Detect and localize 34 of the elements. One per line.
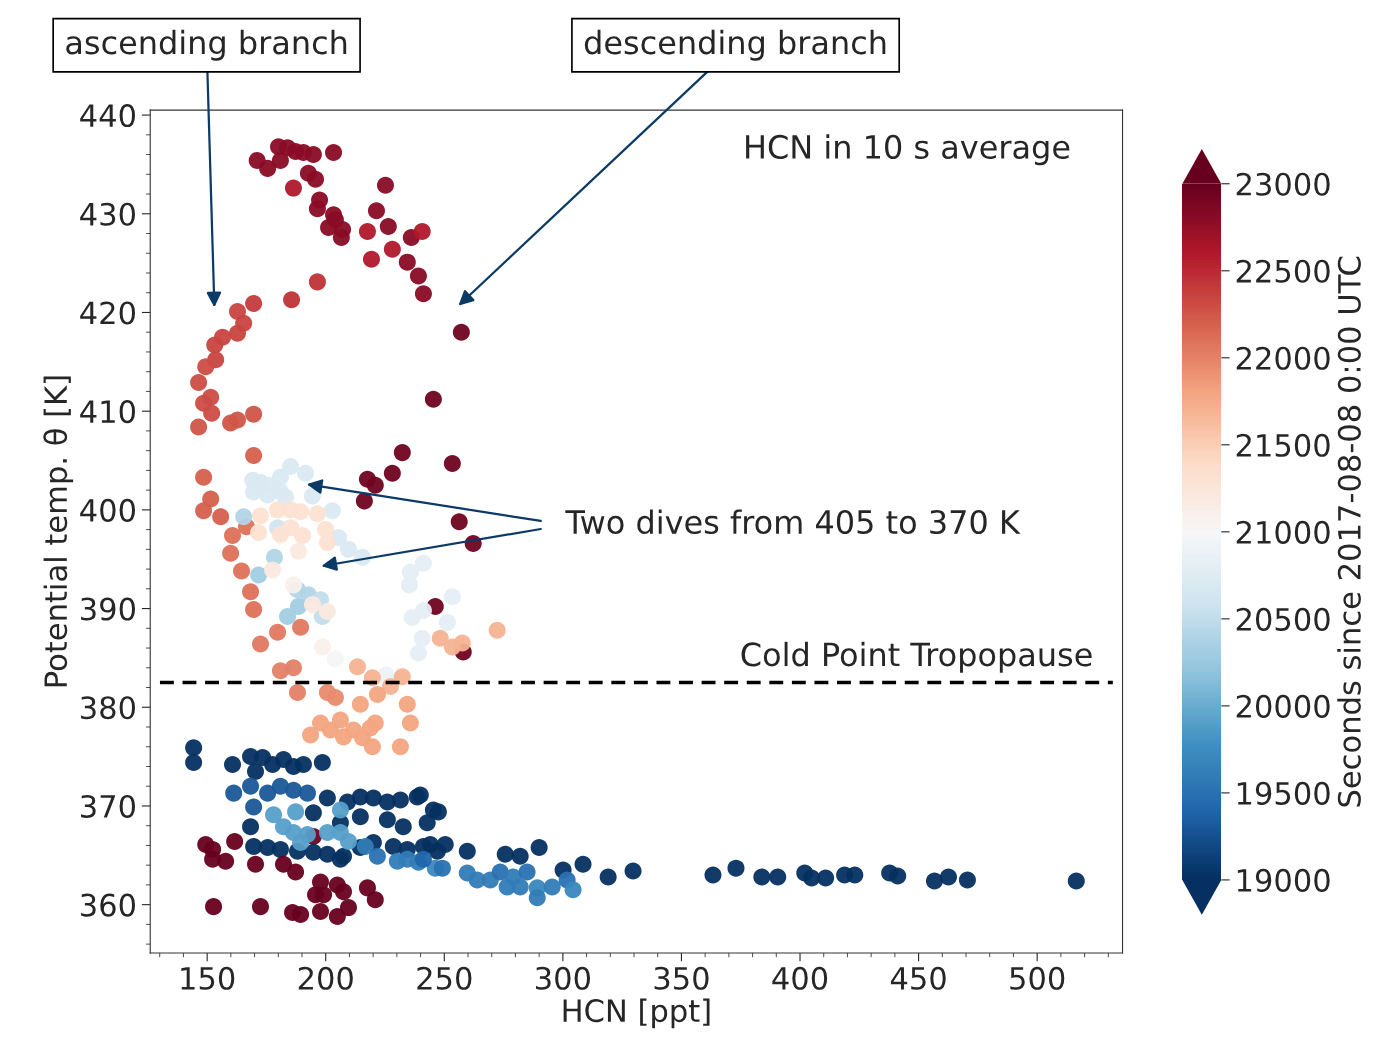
y-tick-label: 370 bbox=[81, 794, 135, 818]
x-tick-label: 200 bbox=[298, 966, 353, 990]
y-tick-label: 390 bbox=[81, 597, 135, 621]
text: descending branch bbox=[584, 29, 886, 61]
color-bar-label: 21500 bbox=[1236, 433, 1330, 457]
color-bar-label: 22000 bbox=[1236, 346, 1330, 370]
y-tick-label: 380 bbox=[81, 696, 135, 720]
x-tick-label: 400 bbox=[772, 966, 828, 990]
color-bar-label: 20500 bbox=[1236, 607, 1330, 631]
y-tick-label: 430 bbox=[80, 202, 135, 226]
color-bar-label: 23000 bbox=[1236, 172, 1330, 196]
y-tick-label: 410 bbox=[80, 400, 135, 424]
color-bar-label: 19500 bbox=[1237, 781, 1330, 805]
x-tick-label: 450 bbox=[890, 966, 946, 990]
color-bar-label: 19000 bbox=[1237, 868, 1330, 892]
x-tick-label: 250 bbox=[417, 966, 472, 990]
x-tick-label: 300 bbox=[536, 966, 590, 990]
color-bar-title: Seconds since 2017-08-08 0:00 UTC bbox=[1337, 256, 1361, 807]
y-tick-label: 420 bbox=[80, 301, 135, 325]
annotation: Two dives from 405 to 370 K bbox=[565, 509, 1021, 535]
ref-line-label: Cold Point Tropopause bbox=[741, 641, 1092, 673]
x-tick-label: 150 bbox=[181, 966, 235, 990]
y-tick-label: 400 bbox=[80, 498, 135, 522]
color-bar-label: 21000 bbox=[1236, 520, 1330, 544]
x-tick-label: 500 bbox=[1010, 966, 1065, 990]
y-axis-title: Potential temp. θ [K] bbox=[43, 376, 74, 687]
y-tick-label: 440 bbox=[80, 104, 135, 128]
color-bar-label: 22500 bbox=[1236, 259, 1330, 283]
annotation: HCN in 10 s average bbox=[746, 134, 1070, 166]
text: ascending branch bbox=[66, 29, 347, 61]
x-tick-label: 350 bbox=[654, 966, 709, 990]
x-axis-title: HCN [ppt] bbox=[563, 998, 710, 1029]
color-bar-label: 20000 bbox=[1236, 694, 1330, 718]
y-tick-label: 360 bbox=[81, 893, 135, 917]
